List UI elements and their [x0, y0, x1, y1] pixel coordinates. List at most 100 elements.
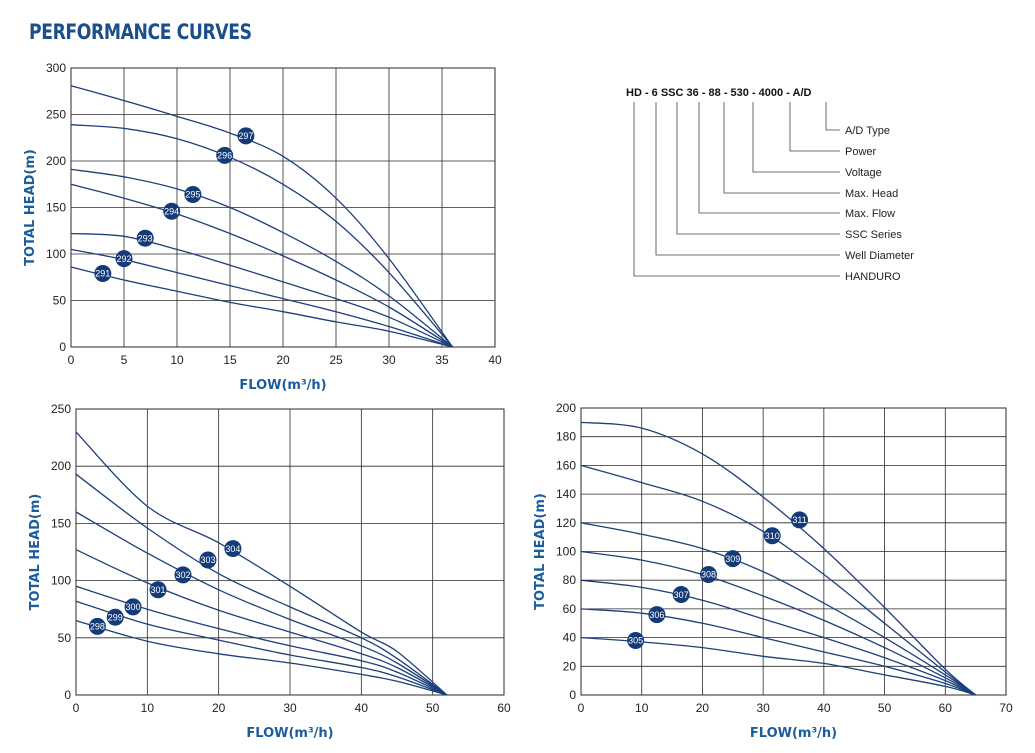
y-tick-label: 100	[51, 574, 71, 588]
curve-label-303: 303	[200, 555, 215, 565]
curve-308	[580, 550, 976, 696]
curve-label-305: 305	[628, 636, 643, 646]
curve-marker-294	[163, 202, 181, 220]
y-tick-label: 200	[556, 401, 576, 415]
curve-label-309: 309	[725, 554, 740, 564]
model-code-diagram: HD - 6 SSC 36 - 88 - 530 - 4000 - A/D A/…	[626, 87, 914, 283]
x-tick-label: 10	[141, 701, 155, 715]
plot-frame	[70, 67, 496, 348]
x-tick-label: 20	[276, 353, 290, 367]
model-code-label: A/D Type	[845, 125, 890, 137]
y-tick-label: 50	[53, 294, 67, 308]
curve-label-311: 311	[792, 515, 806, 525]
chart-bottom-right: 0 10 20 30 40 50 60 70 0 20 40 60 80 100 120 140 160 180 2…	[533, 401, 1013, 741]
curve-311	[580, 421, 977, 696]
x-tick-label: 70	[999, 701, 1013, 715]
curve-label-298: 298	[90, 622, 105, 632]
x-axis-label: FLOW(m³/h)	[239, 378, 326, 393]
curve-304	[75, 431, 448, 696]
curve-marker-292	[115, 250, 133, 268]
model-code-label: Max. Flow	[845, 208, 895, 220]
curve-marker-306	[648, 606, 666, 624]
curve-300	[75, 585, 448, 696]
x-tick-label: 60	[497, 701, 511, 715]
x-axis-label: FLOW(m³/h)	[750, 726, 837, 741]
x-tick-label: 5	[121, 353, 128, 367]
curve-297	[70, 85, 454, 348]
curve-label-307: 307	[674, 590, 689, 600]
y-tick-label: 300	[46, 61, 66, 75]
curve-label-294: 294	[164, 206, 179, 216]
curve-295	[70, 168, 454, 348]
y-tick-label: 0	[569, 688, 576, 702]
model-code-connector	[825, 102, 840, 131]
curve-label-292: 292	[116, 254, 131, 264]
x-tick-label: 20	[696, 701, 710, 715]
curve-label-301: 301	[151, 585, 166, 595]
x-tick-label: 30	[382, 353, 396, 367]
curve-label-308: 308	[701, 570, 716, 580]
curve-marker-304	[224, 540, 242, 558]
curve-marker-291	[94, 265, 112, 283]
x-tick-label: 25	[329, 353, 343, 367]
y-tick-label: 120	[556, 516, 576, 530]
curve-marker-301	[149, 581, 167, 599]
x-tick-label: 0	[578, 701, 585, 715]
y-axis-label: TOTAL HEAD(m)	[28, 494, 43, 611]
model-code-label: HANDURO	[845, 271, 901, 283]
curve-label-291: 291	[95, 269, 110, 279]
curve-label-299: 299	[108, 612, 123, 622]
x-tick-label: 0	[68, 353, 75, 367]
curve-310	[580, 464, 976, 696]
y-tick-label: 150	[51, 516, 71, 530]
model-code-connector	[752, 102, 840, 173]
curve-marker-309	[724, 550, 742, 568]
chart-top-left: 0 5 10 15 20 25 30 35 40 0 50 100 150 200 250 300 FLOW(m…	[23, 61, 502, 393]
model-code-connector	[723, 102, 840, 194]
chart-bottom-left: 0 10 20 30 40 50 60 0 50 100 150 200 250 FLOW(m³/h) TO…	[28, 402, 511, 741]
curve-303	[75, 473, 448, 696]
curve-307	[580, 579, 976, 696]
curve-293	[70, 232, 453, 348]
curve-291	[70, 266, 453, 348]
y-tick-label: 200	[51, 459, 71, 473]
x-axis-label: FLOW(m³/h)	[246, 726, 333, 741]
curve-marker-298	[88, 617, 106, 635]
curve-298	[75, 619, 448, 696]
x-tick-label: 10	[635, 701, 649, 715]
y-tick-label: 50	[58, 631, 72, 645]
page-title: PERFORMANCE CURVES	[29, 20, 252, 44]
y-tick-label: 80	[563, 573, 577, 587]
y-tick-label: 140	[556, 487, 576, 501]
y-tick-label: 40	[563, 631, 577, 645]
curve-label-302: 302	[175, 570, 190, 580]
y-tick-label: 250	[46, 108, 66, 122]
y-tick-label: 100	[556, 545, 576, 559]
y-tick-label: 0	[59, 340, 66, 354]
curve-marker-299	[106, 608, 124, 626]
x-tick-label: 60	[939, 701, 953, 715]
model-code-title: HD - 6 SSC 36 - 88 - 530 - 4000 - A/D	[626, 87, 811, 99]
curve-marker-297	[237, 127, 255, 145]
x-tick-label: 30	[283, 701, 297, 715]
plot-frame	[75, 408, 505, 696]
x-tick-label: 15	[223, 353, 237, 367]
model-code-label: Power	[845, 146, 877, 158]
x-tick-label: 10	[170, 353, 184, 367]
y-tick-label: 60	[563, 602, 577, 616]
x-tick-label: 40	[488, 353, 502, 367]
model-code-connector	[789, 102, 840, 152]
y-tick-label: 180	[556, 430, 576, 444]
model-code-label: SSC Series	[845, 229, 902, 241]
curve-marker-308	[700, 565, 717, 583]
curve-marker-311	[791, 511, 809, 529]
curve-label-304: 304	[225, 544, 240, 554]
model-code-connector	[633, 102, 840, 277]
curve-marker-293	[136, 229, 154, 247]
model-code-connector	[698, 102, 840, 214]
curve-marker-302	[174, 566, 192, 584]
y-tick-label: 20	[563, 659, 577, 673]
curve-294	[70, 183, 453, 348]
y-axis-label: TOTAL HEAD(m)	[533, 493, 548, 610]
curve-label-297: 297	[238, 131, 253, 141]
